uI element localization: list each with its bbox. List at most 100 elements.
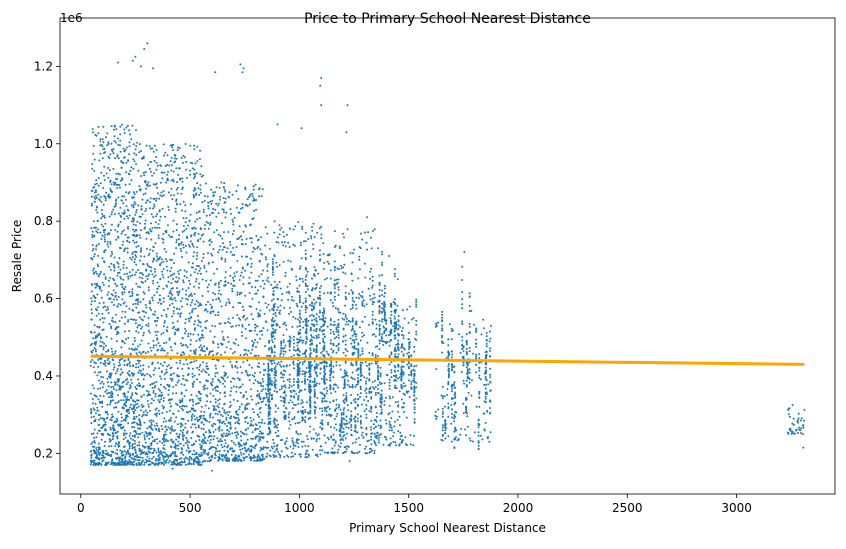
data-point [133,460,136,463]
data-point [228,322,231,325]
data-point [336,451,339,454]
data-point [99,182,102,185]
data-point [176,186,179,189]
data-point [202,174,205,177]
data-point [121,212,124,215]
data-point [133,160,136,163]
data-point [143,374,146,377]
data-point [186,430,189,433]
data-point [136,402,139,405]
data-point [93,428,96,431]
data-point [212,431,215,433]
data-point [358,450,361,453]
data-point [189,213,192,216]
data-point [118,184,121,187]
data-point [113,381,116,384]
data-point [334,440,337,443]
data-point [232,246,235,249]
data-point [231,287,234,290]
data-point [122,432,125,435]
data-point [184,442,187,445]
data-point [219,381,222,384]
data-point [312,428,315,431]
data-point [324,317,327,320]
data-point [133,218,135,221]
data-point [312,437,315,440]
data-point [196,366,198,369]
data-point [185,276,188,279]
data-point [385,373,388,376]
data-point [302,440,305,443]
data-point [169,377,172,380]
data-point [313,266,316,268]
data-point [116,155,119,158]
data-point [138,151,141,154]
data-point [172,310,175,312]
data-point [104,361,107,364]
data-point [178,399,181,402]
data-point [245,238,248,240]
data-point [148,431,151,434]
data-point [155,199,157,202]
data-point [245,403,248,406]
data-point [164,151,167,154]
data-point [402,385,405,388]
data-point [150,423,153,426]
data-point [204,354,207,357]
data-point [109,428,112,431]
data-point [90,453,93,456]
data-point [90,195,93,198]
data-point [193,234,196,237]
data-point [191,372,194,375]
data-point [370,236,372,239]
data-point [187,287,190,289]
data-point [175,202,178,205]
data-point [339,368,342,371]
data-point [313,274,316,277]
data-point [139,453,142,456]
data-point [124,330,126,333]
data-point [163,386,166,388]
data-point [365,445,368,448]
data-point [216,450,219,453]
data-point [111,294,114,297]
data-point [333,320,336,323]
data-point [97,365,100,368]
data-point [257,427,259,430]
data-point [97,429,100,432]
data-point [132,406,135,409]
data-point [117,423,119,426]
data-point [242,309,245,312]
data-point [275,314,278,317]
data-point [116,463,119,466]
data-point [251,218,254,220]
data-point [172,149,175,152]
data-point [361,320,364,323]
data-point [102,203,105,206]
data-point [224,351,226,354]
data-point [256,279,259,282]
data-point [154,395,157,398]
data-point [397,369,399,372]
data-point [382,344,385,346]
data-point [361,352,364,355]
data-point [123,250,125,253]
data-point [221,429,223,432]
data-point [256,380,259,383]
data-point [453,384,455,387]
data-point [246,407,249,410]
data-point [311,287,314,290]
data-point [114,372,117,375]
data-point [283,306,286,309]
data-point [223,246,226,249]
data-point [273,385,276,388]
data-point [235,271,238,273]
data-point [130,138,133,141]
data-point [196,457,199,460]
data-point [798,428,801,431]
data-point [186,346,189,349]
data-point [91,249,94,252]
data-point [250,423,253,426]
data-point [119,426,122,429]
